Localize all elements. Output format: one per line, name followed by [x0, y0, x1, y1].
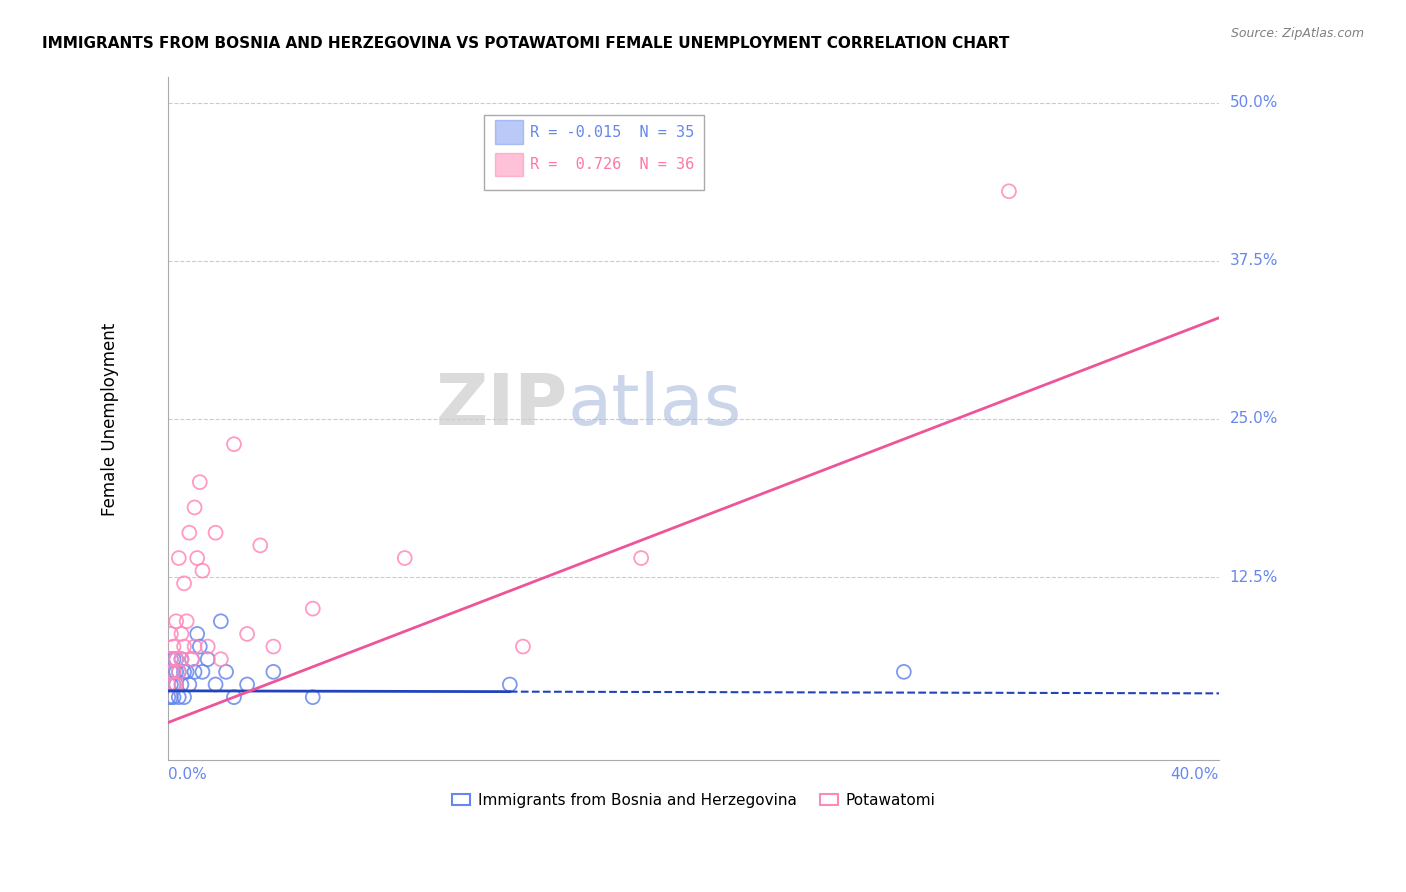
Point	[188, 475, 211, 490]
Point	[394, 551, 416, 566]
Point	[204, 525, 226, 540]
Point	[512, 640, 534, 654]
Point	[197, 640, 219, 654]
Point	[262, 640, 284, 654]
Point	[167, 665, 190, 679]
Point	[167, 551, 190, 566]
Point	[204, 677, 226, 691]
Point	[249, 538, 271, 552]
Point	[173, 690, 195, 705]
Point	[165, 665, 187, 679]
Point	[160, 690, 183, 705]
Point	[162, 652, 184, 666]
Point	[209, 614, 232, 628]
Point	[301, 601, 323, 615]
Point	[183, 665, 205, 679]
Text: R =  0.726  N = 36: R = 0.726 N = 36	[530, 157, 695, 172]
Point	[179, 525, 201, 540]
Point	[998, 184, 1021, 198]
Point	[222, 690, 245, 705]
Point	[162, 665, 184, 679]
Point	[165, 677, 187, 691]
Point	[215, 665, 238, 679]
Point	[173, 665, 195, 679]
Text: atlas: atlas	[568, 371, 742, 440]
Point	[301, 690, 323, 705]
Point	[181, 652, 204, 666]
Point	[162, 677, 184, 691]
Point	[160, 652, 183, 666]
Point	[262, 665, 284, 679]
Point	[165, 652, 187, 666]
FancyBboxPatch shape	[495, 153, 523, 177]
Point	[186, 627, 208, 641]
Point	[165, 677, 187, 691]
Point	[630, 551, 652, 566]
Point	[181, 652, 204, 666]
Text: 50.0%: 50.0%	[1230, 95, 1278, 111]
Point	[167, 690, 190, 705]
Point	[160, 665, 183, 679]
Point	[893, 665, 915, 679]
Point	[191, 665, 214, 679]
Point	[170, 677, 193, 691]
Point	[162, 690, 184, 705]
Text: 37.5%: 37.5%	[1230, 253, 1278, 268]
Point	[188, 640, 211, 654]
Point	[176, 665, 198, 679]
Point	[160, 652, 183, 666]
Text: Female Unemployment: Female Unemployment	[101, 322, 120, 516]
Point	[170, 627, 193, 641]
Text: Source: ZipAtlas.com: Source: ZipAtlas.com	[1230, 27, 1364, 40]
Point	[162, 640, 184, 654]
Point	[160, 627, 183, 641]
Text: 12.5%: 12.5%	[1230, 569, 1278, 584]
Point	[160, 665, 183, 679]
Point	[157, 690, 180, 705]
Point	[160, 677, 183, 691]
Point	[162, 665, 184, 679]
Text: R = -0.015  N = 35: R = -0.015 N = 35	[530, 125, 695, 139]
Point	[179, 677, 201, 691]
Point	[157, 677, 180, 691]
Point	[222, 437, 245, 451]
Point	[167, 665, 190, 679]
Point	[173, 640, 195, 654]
Point	[176, 614, 198, 628]
Point	[173, 576, 195, 591]
Point	[191, 564, 214, 578]
Text: ZIP: ZIP	[436, 371, 568, 440]
Point	[236, 627, 259, 641]
Point	[170, 652, 193, 666]
Point	[236, 677, 259, 691]
Legend: Immigrants from Bosnia and Herzegovina, Potawatomi: Immigrants from Bosnia and Herzegovina, …	[446, 787, 942, 814]
FancyBboxPatch shape	[484, 115, 704, 190]
Point	[183, 640, 205, 654]
Point	[197, 652, 219, 666]
Point	[186, 551, 208, 566]
Text: 0.0%: 0.0%	[169, 767, 207, 781]
Point	[165, 652, 187, 666]
Text: 25.0%: 25.0%	[1230, 411, 1278, 426]
Point	[209, 652, 232, 666]
Point	[162, 677, 184, 691]
Point	[170, 652, 193, 666]
Point	[165, 614, 187, 628]
FancyBboxPatch shape	[495, 120, 523, 144]
Text: IMMIGRANTS FROM BOSNIA AND HERZEGOVINA VS POTAWATOMI FEMALE UNEMPLOYMENT CORRELA: IMMIGRANTS FROM BOSNIA AND HERZEGOVINA V…	[42, 36, 1010, 51]
Point	[183, 500, 205, 515]
Point	[499, 677, 522, 691]
Text: 40.0%: 40.0%	[1171, 767, 1219, 781]
